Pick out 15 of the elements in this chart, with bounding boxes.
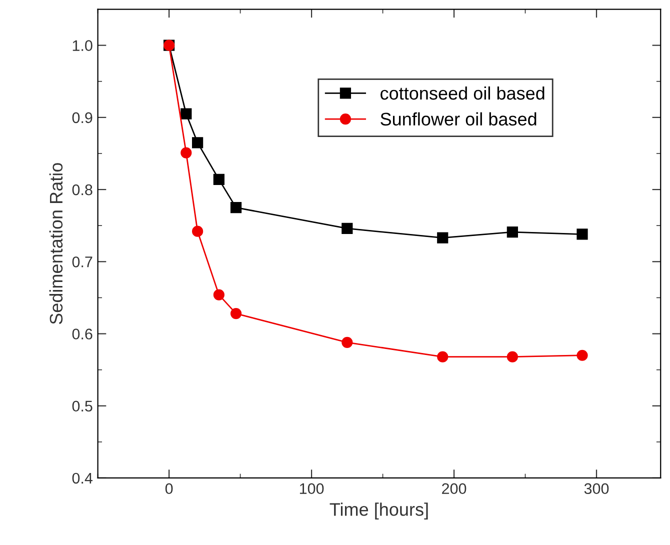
x-axis-title: Time [hours] [330,502,428,520]
legend-label: Sunflower oil based [380,112,536,126]
y-tick-label: 0.6 [72,328,92,340]
y-tick-label: 0.9 [72,112,92,124]
legend-label: cottonseed oil based [380,86,544,100]
y-tick-label: 0.5 [72,400,92,412]
y-tick-label: 0.8 [72,184,92,196]
x-tick-label: 100 [300,483,324,494]
x-tick-label: 0 [165,483,173,494]
x-tick-label: 200 [442,483,466,494]
y-tick-label: 0.7 [72,256,92,268]
y-tick-label: 1.0 [72,40,92,52]
y-tick-label: 0.4 [72,472,93,484]
x-tick-label: 300 [584,483,609,494]
y-axis-title: Sedimentation Ratio [49,163,63,324]
